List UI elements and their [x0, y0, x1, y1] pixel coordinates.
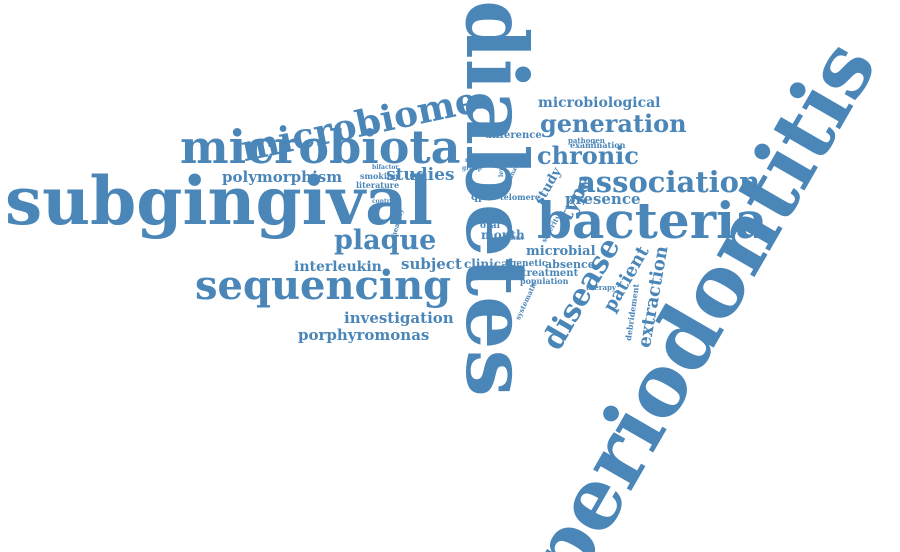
word-studies: studies [386, 165, 455, 185]
word-microbiota: microbiota [180, 120, 461, 174]
word-plaque: plaque [334, 225, 437, 256]
word-smoking: smoking [360, 171, 399, 181]
word-subject: subject [401, 255, 462, 273]
word-microbial: microbial [526, 244, 596, 259]
word-subgingival: subgingival [5, 162, 433, 240]
word-microbiological: microbiological [538, 95, 661, 111]
word-association: association [577, 165, 761, 199]
word-chronic: chronic [537, 141, 639, 170]
word-group: group [462, 165, 482, 172]
word-difference: difference [485, 130, 542, 141]
word-genetic: genetic [510, 259, 548, 269]
word-clinical: clinical [464, 257, 514, 271]
word-absence: absence [545, 258, 595, 271]
word-examination: examination [570, 140, 626, 150]
word-effect: effect [467, 185, 486, 192]
word-pathogen: pathogen [568, 136, 605, 145]
word-population: population [520, 276, 569, 286]
word-bifactor: bifactor [372, 164, 399, 171]
word-qpcr: qpcr [471, 192, 497, 203]
word-presence: presence [565, 190, 641, 208]
word-oral: oral [480, 221, 500, 231]
word-polymorphism: polymorphism [222, 168, 343, 186]
word-literature: literature [356, 180, 400, 190]
word-interleukin: interleukin [294, 259, 382, 275]
word-level: level [498, 161, 505, 177]
word-result: result [465, 157, 485, 164]
word-investigation: investigation [344, 309, 454, 327]
word-telomere: telomere [500, 192, 541, 202]
word-treatment: treatment [522, 268, 579, 279]
word-sequencing: sequencing [195, 262, 452, 309]
word-bacteria: bacteria [537, 191, 768, 250]
word-generation: generation [540, 109, 687, 138]
word-control: control [372, 198, 397, 205]
word-porphyromonas: porphyromonas [298, 326, 430, 344]
word-therapy: therapy [586, 283, 616, 292]
word-month: month [481, 228, 525, 242]
word-status: status [503, 235, 524, 242]
